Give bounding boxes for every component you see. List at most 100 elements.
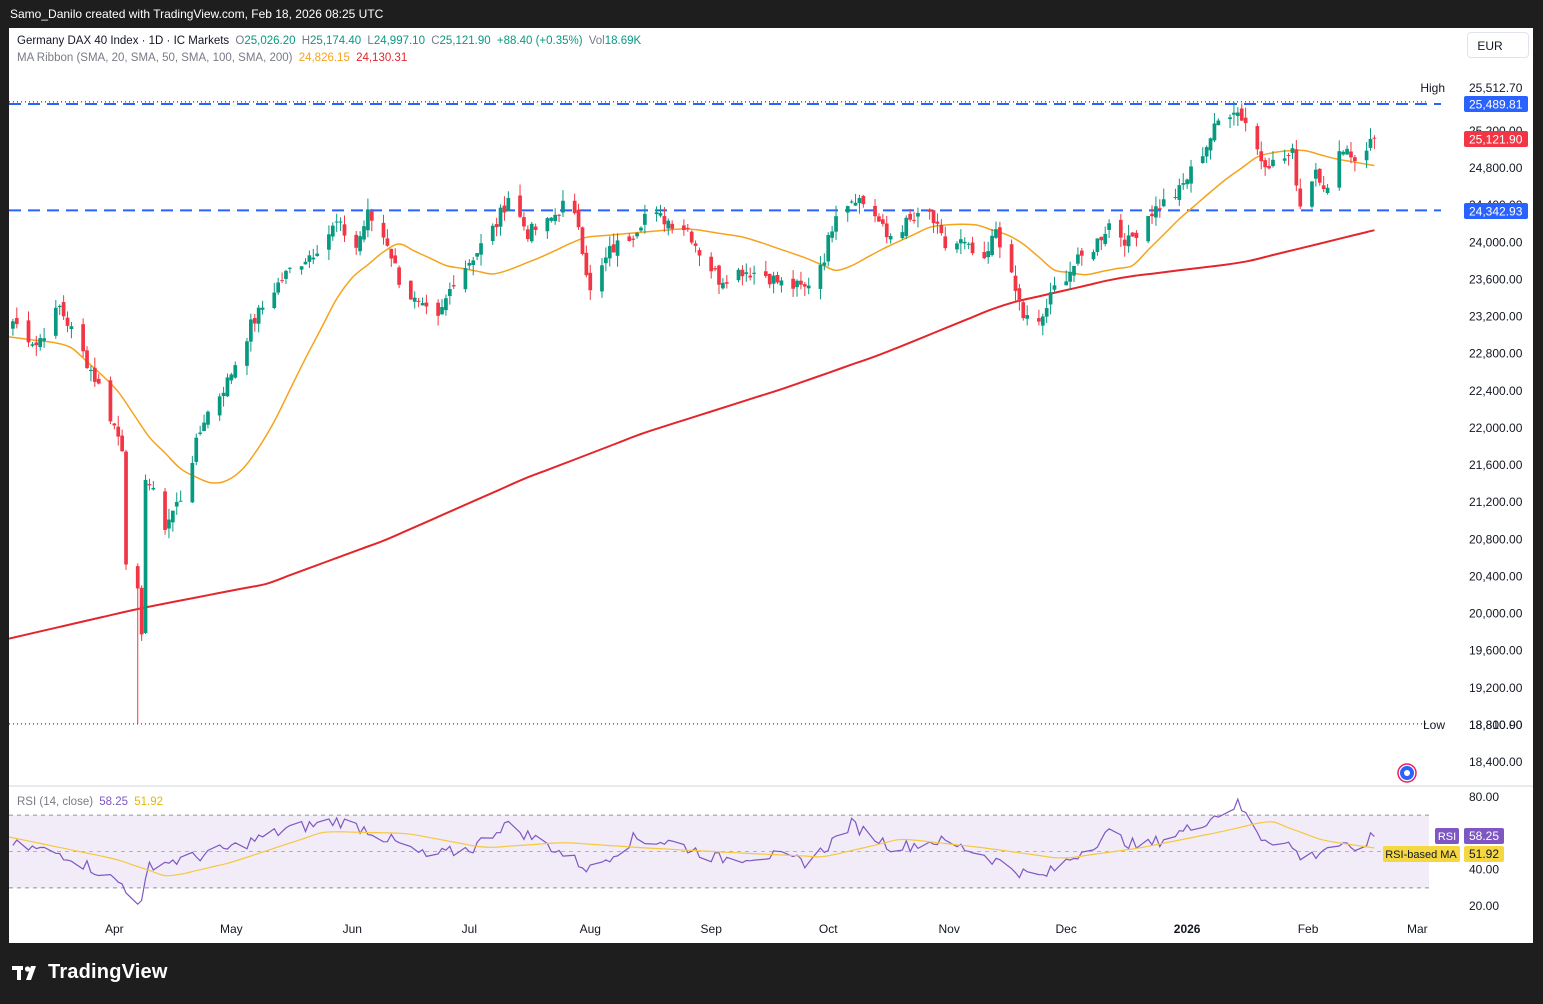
- candle: [280, 272, 284, 284]
- candle-body: [233, 365, 238, 378]
- candle-body: [627, 236, 632, 241]
- candle: [604, 247, 608, 272]
- candle: [752, 265, 756, 285]
- candle: [857, 194, 862, 214]
- candle: [795, 279, 799, 297]
- rsi-legend-value: 58.25: [99, 796, 129, 808]
- candle: [767, 273, 772, 289]
- candle-body: [736, 269, 741, 281]
- candle-body: [697, 250, 702, 256]
- candle: [174, 492, 179, 515]
- candle-body: [740, 269, 745, 277]
- ma-title[interactable]: MA Ribbon (SMA, 20, SMA, 50, SMA, 100, S…: [17, 52, 293, 64]
- candle: [775, 271, 780, 285]
- replay-icon[interactable]: [1397, 763, 1417, 783]
- candle: [1150, 205, 1154, 224]
- rsi-tick-label: 40.00: [1469, 863, 1499, 877]
- candle-body: [53, 307, 58, 336]
- candle: [1064, 270, 1069, 286]
- candle-body: [206, 411, 210, 425]
- candle-body: [1259, 151, 1264, 162]
- candle: [580, 226, 585, 256]
- time-tick-label: Jul: [462, 922, 477, 936]
- candle-body: [795, 280, 799, 288]
- candle-body: [639, 227, 643, 231]
- candle: [1122, 233, 1127, 257]
- candle: [615, 233, 620, 267]
- currency-button[interactable]: EUR: [1467, 32, 1529, 58]
- candle-body: [1021, 302, 1026, 319]
- candle-body: [1204, 147, 1209, 157]
- candle-body: [763, 271, 768, 277]
- candle-body: [1154, 206, 1158, 218]
- candle-body: [1239, 108, 1244, 121]
- candle-body: [900, 232, 905, 239]
- candle-body: [588, 272, 593, 291]
- candle: [1239, 103, 1244, 121]
- candle-body: [1271, 159, 1275, 167]
- symbol-title[interactable]: Germany DAX 40 Index · 1D · IC Markets: [17, 35, 230, 47]
- candle-body: [713, 268, 717, 270]
- candle: [108, 376, 113, 425]
- chart-frame[interactable]: 18,400.00 18,800.00 19,200.00 19,600.00 20,0…: [9, 28, 1533, 943]
- candle: [307, 250, 312, 268]
- candle: [1321, 175, 1326, 193]
- candle: [1044, 298, 1049, 324]
- rsi-value-tag-text: 58.25: [1469, 829, 1499, 843]
- candle-body: [791, 278, 795, 289]
- candle-body: [389, 248, 394, 259]
- candle-body: [1126, 235, 1131, 247]
- candle-body: [1044, 308, 1049, 317]
- candle: [631, 235, 636, 248]
- candle: [607, 236, 612, 267]
- candle-body: [467, 262, 472, 266]
- candle-body: [1341, 151, 1346, 155]
- candle: [1013, 265, 1018, 301]
- candle-body: [1013, 275, 1018, 291]
- candle-body: [506, 197, 511, 211]
- candle-body: [1310, 181, 1314, 207]
- candle-body: [1157, 208, 1162, 210]
- rsi-title[interactable]: RSI (14, close): [17, 796, 94, 808]
- candle: [549, 216, 554, 223]
- levels-layer: [9, 101, 1441, 725]
- candle: [1271, 151, 1275, 168]
- candle-body: [884, 223, 889, 238]
- rsi-lines-layer: [9, 797, 1375, 906]
- candle-body: [256, 307, 261, 324]
- time-tick-label: Aug: [580, 922, 601, 936]
- candle: [1118, 213, 1123, 247]
- candle-body: [92, 367, 97, 382]
- candle: [697, 247, 702, 267]
- candle-body: [771, 275, 776, 284]
- candle-body: [549, 217, 554, 221]
- rsi-ma-line: [9, 821, 1375, 877]
- candle-body: [311, 257, 316, 260]
- candle: [1017, 283, 1022, 311]
- candle-body: [518, 195, 522, 217]
- candle: [26, 311, 31, 347]
- candle-body: [116, 426, 121, 437]
- candle-body: [1368, 138, 1373, 148]
- candle-body: [366, 209, 370, 231]
- candle: [1208, 137, 1213, 160]
- chart-canvas[interactable]: 18,400.00 18,800.00 19,200.00 19,600.00 20,0…: [9, 28, 1533, 943]
- candle-body: [96, 378, 101, 384]
- rsi-legend: RSI (14, close) 58.25 51.92: [17, 796, 166, 808]
- candle-body: [498, 207, 503, 227]
- candle-body: [600, 265, 604, 292]
- price-tags-layer: High 25,512.70 25,489.81 25,121.90 24,34…: [1383, 81, 1528, 862]
- rsi-tick-label: 80.00: [1469, 790, 1499, 804]
- candle-body: [327, 234, 331, 250]
- candle-body: [135, 566, 140, 589]
- candle-body: [1040, 316, 1045, 326]
- candle-body: [553, 214, 558, 222]
- candle-body: [280, 280, 284, 282]
- candle-body: [1286, 155, 1291, 157]
- tradingview-logo[interactable]: TradingView: [12, 961, 168, 984]
- candle: [1286, 152, 1291, 166]
- candle-body: [420, 303, 425, 306]
- candle: [96, 373, 101, 385]
- candle: [42, 327, 46, 348]
- main-legend: Germany DAX 40 Index · 1D · IC Markets O…: [17, 35, 644, 47]
